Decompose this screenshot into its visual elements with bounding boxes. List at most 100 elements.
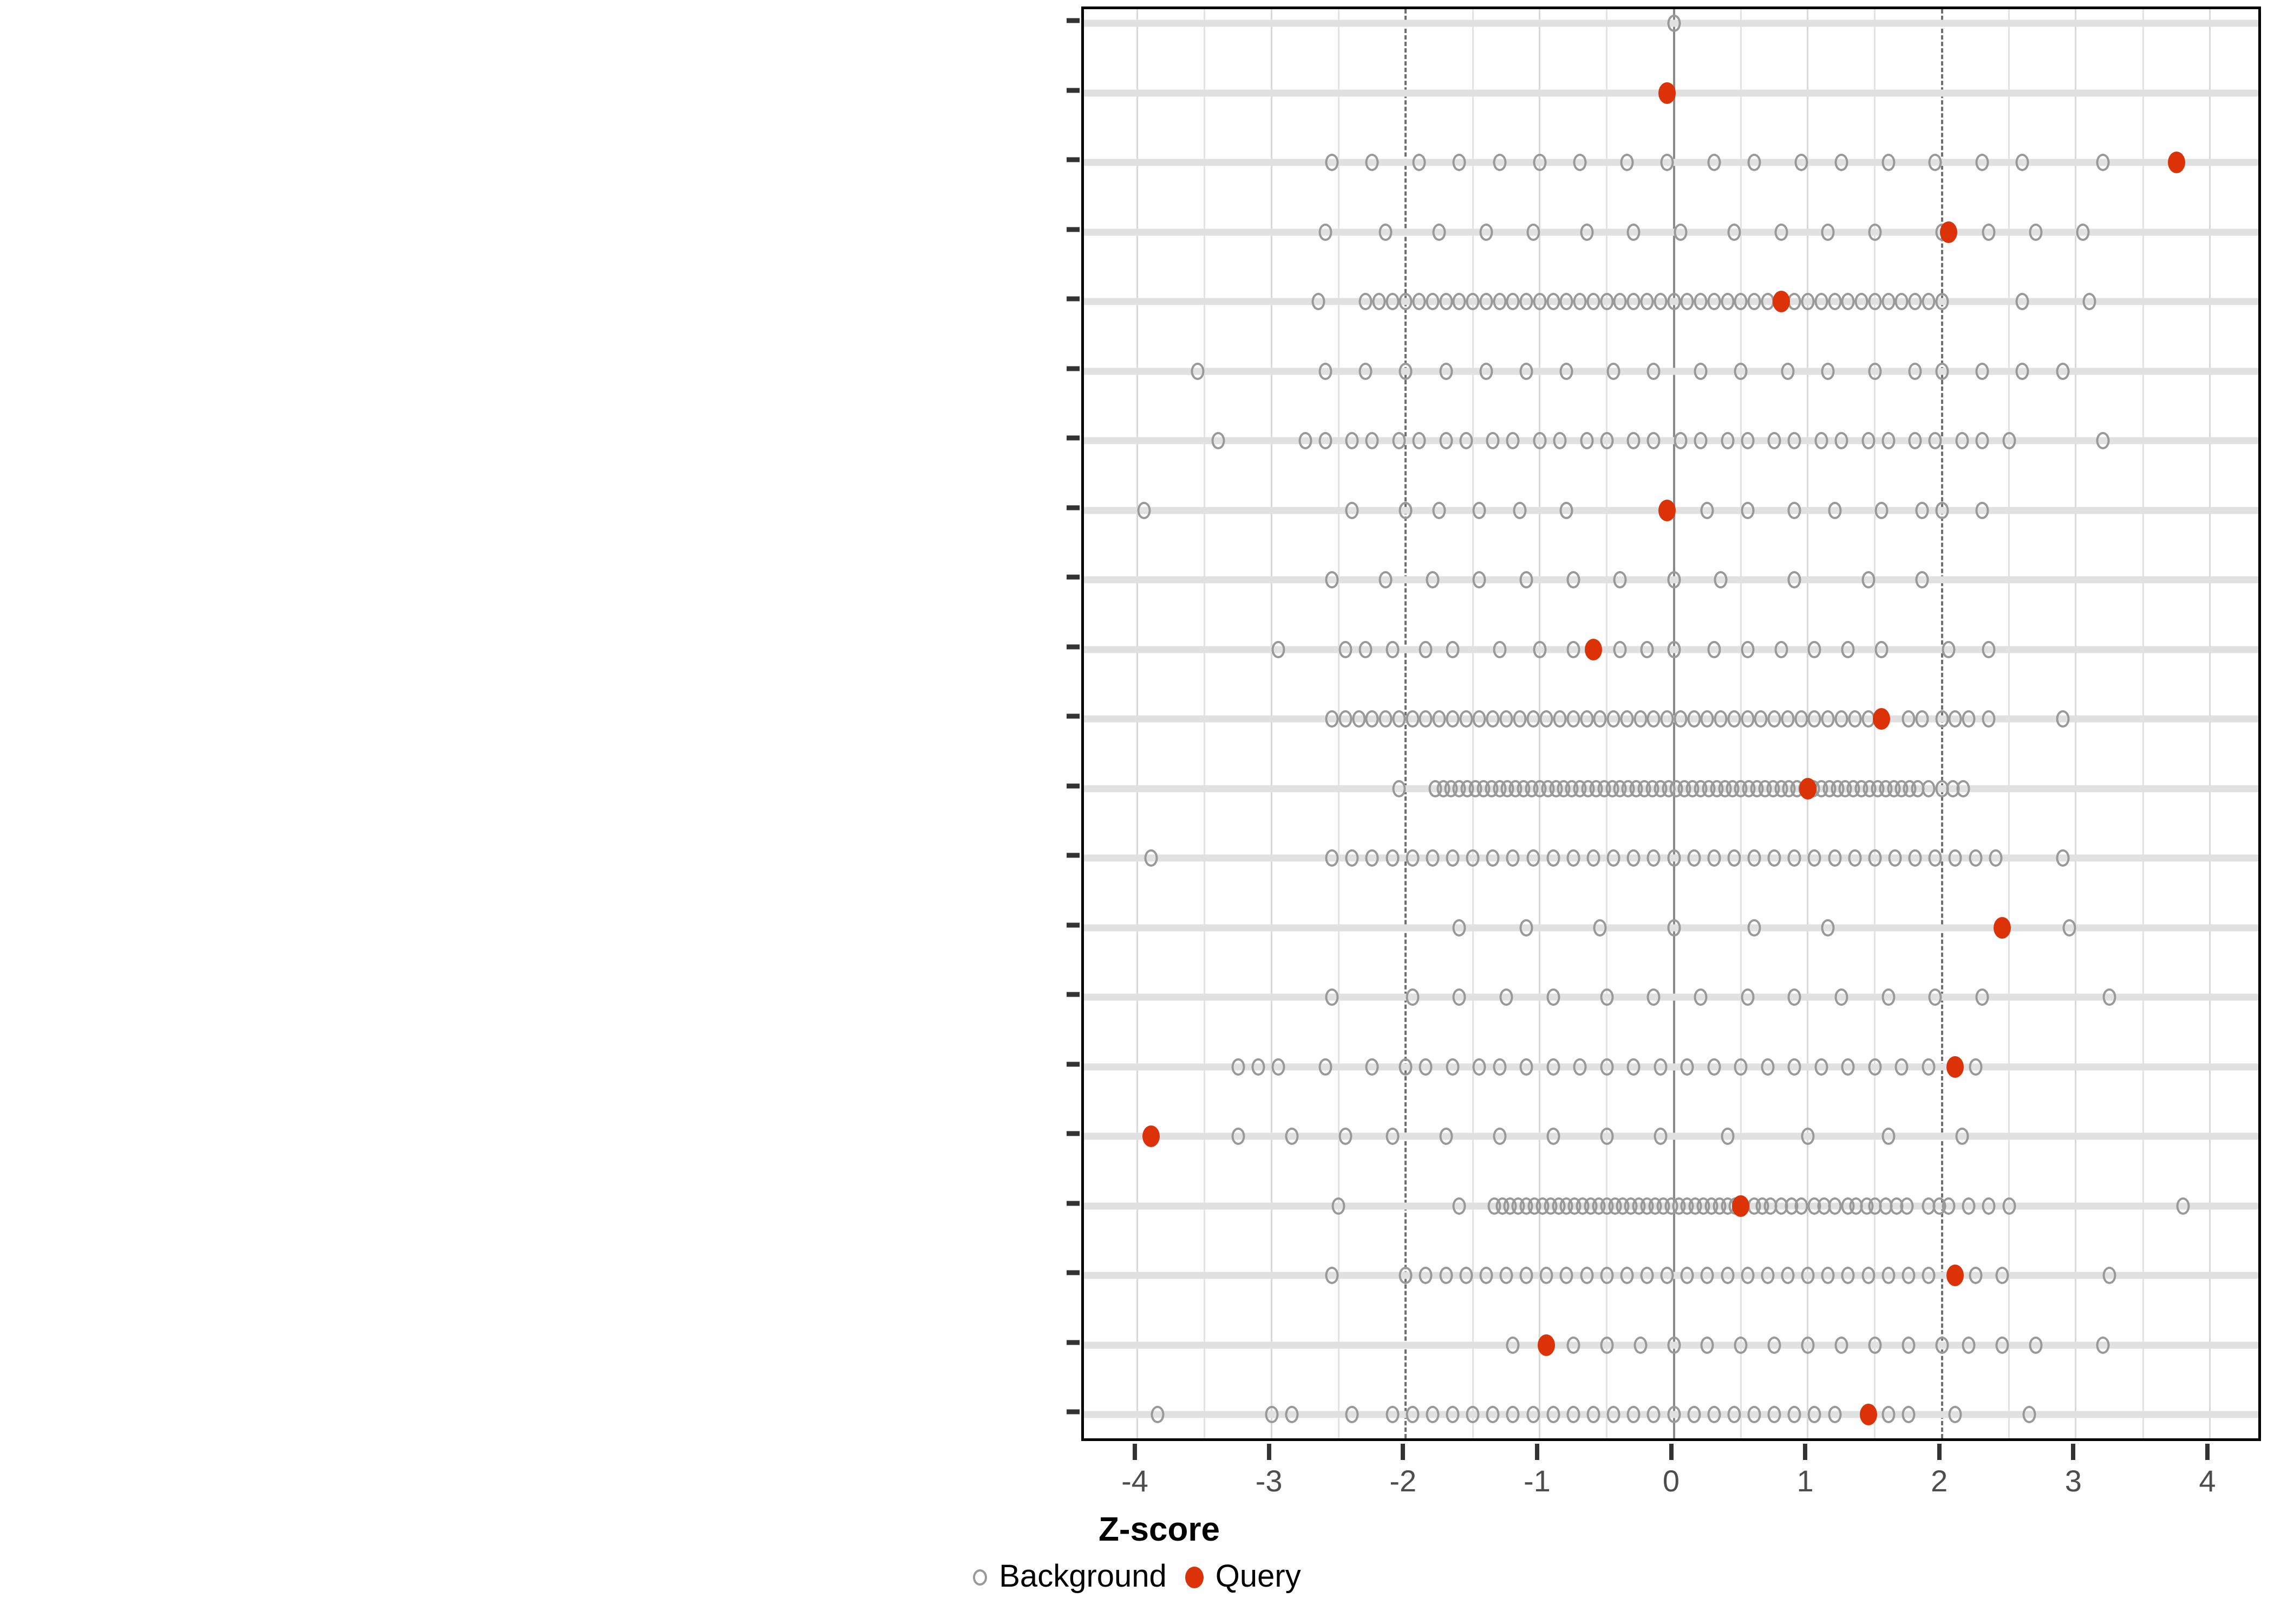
y-axis-tick — [1067, 227, 1080, 232]
background-point — [1801, 1128, 1815, 1145]
background-point — [1694, 988, 1708, 1006]
gridline-minor — [1204, 9, 1206, 1438]
background-point — [1318, 223, 1332, 241]
background-point — [1466, 293, 1480, 310]
legend-item-background[interactable]: Background — [973, 1558, 1167, 1595]
background-point — [1439, 432, 1453, 449]
background-point — [1646, 432, 1661, 449]
query-point[interactable] — [1772, 291, 1790, 312]
x-axis-tick — [1534, 1444, 1539, 1460]
background-point — [1452, 154, 1466, 171]
background-point — [1352, 710, 1366, 728]
query-point[interactable] — [1538, 1334, 1556, 1356]
background-point — [1667, 1406, 1681, 1423]
background-point — [1741, 432, 1755, 449]
background-point — [1807, 849, 1821, 867]
background-point — [1680, 1058, 1694, 1076]
legend-item-query[interactable]: Query — [1185, 1558, 1301, 1595]
background-point — [1325, 571, 1339, 588]
background-point — [1452, 919, 1466, 937]
query-point[interactable] — [1658, 82, 1676, 104]
background-point — [1995, 1336, 2009, 1354]
background-point — [1975, 154, 1989, 171]
background-point — [1741, 501, 1755, 519]
query-point[interactable] — [1658, 499, 1676, 521]
background-point — [1801, 293, 1815, 310]
plot-panel — [1081, 6, 2261, 1441]
background-point — [1472, 1058, 1486, 1076]
query-point[interactable] — [1946, 1056, 1964, 1078]
background-point — [1626, 1058, 1641, 1076]
background-point — [1674, 710, 1688, 728]
query-point[interactable] — [1940, 221, 1958, 243]
query-point[interactable] — [1732, 1195, 1750, 1217]
background-point — [1566, 849, 1580, 867]
background-point — [1821, 919, 1835, 937]
background-point — [1378, 710, 1393, 728]
background-point — [1633, 1336, 1648, 1354]
background-point — [1338, 710, 1352, 728]
background-point — [1386, 640, 1399, 658]
background-point — [1519, 571, 1533, 588]
background-point — [1667, 919, 1681, 937]
query-point[interactable] — [1873, 708, 1891, 730]
background-point — [1901, 710, 1916, 728]
background-point — [2062, 919, 2076, 937]
background-point — [1901, 1267, 1916, 1284]
background-point — [1331, 1197, 1345, 1215]
background-point — [2096, 1336, 2110, 1354]
x-axis-tick — [1937, 1444, 1942, 1460]
background-point — [1754, 710, 1768, 728]
background-point — [1807, 640, 1821, 658]
background-point — [2002, 1197, 2016, 1215]
background-point — [1935, 1336, 1949, 1354]
background-point — [1399, 501, 1413, 519]
background-point — [2176, 1197, 2190, 1215]
y-axis-tick — [1067, 157, 1080, 162]
x-axis-tick — [1266, 1444, 1271, 1460]
background-point — [1513, 501, 1527, 519]
background-point — [1787, 988, 1801, 1006]
background-point — [1358, 362, 1373, 380]
query-point[interactable] — [1946, 1265, 1964, 1286]
background-point — [1593, 919, 1607, 937]
background-point — [1767, 432, 1781, 449]
query-point[interactable] — [1142, 1125, 1160, 1147]
background-point — [1633, 710, 1648, 728]
gridline-row — [1084, 437, 2258, 444]
background-point — [1620, 154, 1634, 171]
background-point — [1868, 1058, 1882, 1076]
background-point — [1969, 849, 1983, 867]
background-point — [1318, 1058, 1332, 1076]
background-point — [1493, 293, 1507, 310]
background-point — [1506, 293, 1520, 310]
background-point — [1580, 710, 1594, 728]
background-point — [1479, 293, 1493, 310]
background-point — [1640, 640, 1654, 658]
background-point — [1814, 1058, 1828, 1076]
background-point — [1928, 154, 1942, 171]
query-point[interactable] — [1994, 916, 2011, 939]
background-point — [1600, 1058, 1614, 1076]
background-point — [1479, 223, 1493, 241]
background-point — [1881, 432, 1896, 449]
background-point — [1821, 710, 1835, 728]
query-point[interactable] — [2168, 152, 2186, 173]
background-point — [1452, 1197, 1466, 1215]
background-point — [1586, 849, 1600, 867]
background-point — [1580, 223, 1594, 241]
query-point[interactable] — [1584, 638, 1602, 660]
background-point — [1667, 1336, 1681, 1354]
background-point — [1365, 432, 1379, 449]
background-point — [1325, 710, 1339, 728]
background-point — [1539, 1267, 1553, 1284]
background-point — [1667, 293, 1681, 310]
query-point[interactable] — [1859, 1404, 1877, 1425]
background-point — [2096, 432, 2110, 449]
background-point — [1399, 362, 1413, 380]
query-point[interactable] — [1799, 777, 1817, 800]
background-point — [1372, 293, 1386, 310]
background-point — [1747, 849, 1761, 867]
background-point — [1399, 1058, 1413, 1076]
gridline-major — [1807, 9, 1809, 1438]
